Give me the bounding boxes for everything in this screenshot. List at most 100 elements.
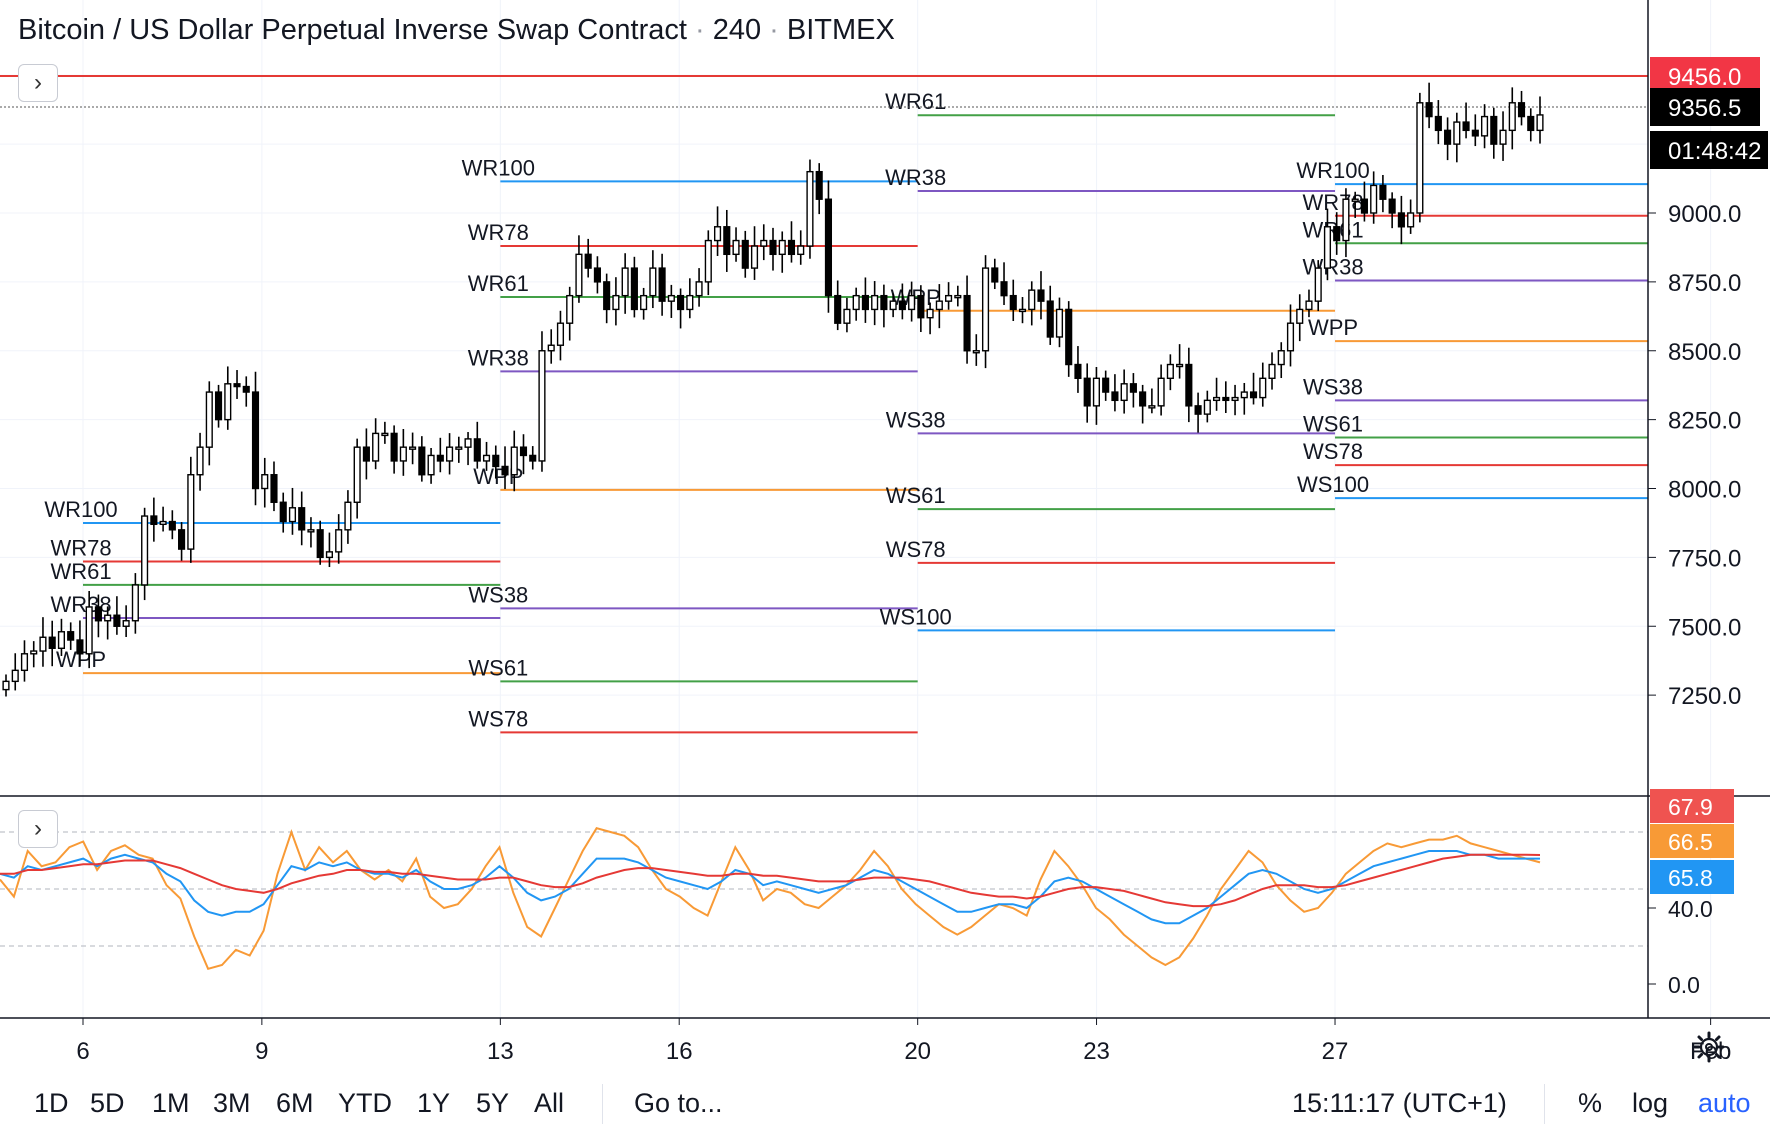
- pivot-label-wpp: WPP: [891, 285, 941, 310]
- oscillator-pane: [0, 827, 1648, 970]
- price-tick-label: 7500.0: [1668, 614, 1741, 641]
- candle-body: [612, 294, 620, 311]
- candle-body: [436, 454, 444, 462]
- pivot-label-wr78: WR78: [50, 536, 111, 561]
- time-tick-label: 9: [255, 1038, 268, 1065]
- candle-body: [1046, 300, 1054, 338]
- candle-body: [843, 308, 851, 324]
- candle-body: [214, 391, 223, 421]
- candle-body: [806, 170, 814, 247]
- candle-body: [1508, 102, 1516, 132]
- oscillator-badge: 65.8: [1668, 865, 1713, 891]
- candle-body: [501, 465, 509, 476]
- candle-body: [11, 669, 19, 683]
- chart-canvas[interactable]: WR100WR78WR61WR38WPPWR100WR78WR61WR38WPP…: [0, 0, 1770, 1072]
- range-5y-button[interactable]: 5Y: [476, 1088, 510, 1118]
- candle-body: [307, 529, 315, 533]
- expand-legend-button[interactable]: ›: [18, 64, 58, 102]
- oscillator-badge-bg: [1650, 789, 1734, 823]
- range-1y-button[interactable]: 1Y: [417, 1088, 451, 1118]
- candle-body: [159, 520, 167, 526]
- candle-body: [1305, 300, 1313, 311]
- pivot-label-wr38: WR38: [50, 592, 111, 617]
- candle-body: [519, 446, 528, 457]
- candle-body: [723, 226, 731, 256]
- time-tick-label: 13: [487, 1038, 514, 1065]
- range-1m-button[interactable]: 1M: [152, 1088, 190, 1118]
- candle-body: [1259, 377, 1267, 399]
- candle-body: [1018, 308, 1027, 313]
- candle-body: [242, 385, 250, 393]
- candle-body: [76, 639, 84, 655]
- range-all-button[interactable]: All: [534, 1088, 565, 1118]
- candle-body: [529, 454, 537, 462]
- candle-body: [1055, 308, 1064, 338]
- candle-body: [464, 438, 472, 448]
- candle-body: [658, 267, 666, 302]
- range-3m-button[interactable]: 3M: [213, 1088, 251, 1118]
- candle-body: [630, 267, 638, 311]
- candle-body: [1453, 121, 1461, 145]
- candle-body: [178, 529, 186, 550]
- candle-body: [584, 253, 592, 269]
- candle-body: [1083, 377, 1091, 407]
- candle-body: [482, 454, 491, 462]
- candle-body: [898, 300, 906, 311]
- candle-body: [1379, 184, 1387, 200]
- range-5d-button[interactable]: 5D: [90, 1088, 125, 1118]
- time-tick-label: 20: [904, 1038, 931, 1065]
- candle-body: [935, 300, 943, 311]
- candle-body: [381, 432, 389, 437]
- price-tick-label: 8250.0: [1668, 408, 1741, 435]
- candle-body: [945, 294, 953, 302]
- candle-body: [677, 294, 685, 311]
- current-price-badge: 9356.5: [1668, 95, 1741, 122]
- candle-body: [1213, 396, 1221, 402]
- candle-body: [2, 680, 10, 691]
- pivot-levels: WR100WR78WR61WR38WPPWR100WR78WR61WR38WPP…: [0, 75, 1648, 734]
- candle-body: [686, 294, 694, 311]
- go-to-button[interactable]: Go to...: [634, 1088, 723, 1118]
- candle-body: [122, 620, 130, 627]
- candle-body: [824, 198, 833, 297]
- candle-body: [1185, 363, 1193, 407]
- candle-body: [1203, 399, 1211, 415]
- clock-timezone[interactable]: 15:11:17 (UTC+1): [1292, 1088, 1507, 1118]
- candle-body: [372, 432, 380, 462]
- candle-body: [972, 350, 980, 354]
- pivot-label-wr38: WR38: [468, 345, 529, 370]
- log-scale-toggle[interactable]: log: [1632, 1088, 1669, 1118]
- candle-body: [224, 383, 232, 421]
- candle-body: [649, 267, 657, 297]
- candle-body: [1397, 212, 1405, 228]
- candle-body: [233, 383, 241, 388]
- pivot-label-ws78: WS78: [468, 706, 528, 731]
- candle-body: [917, 294, 925, 319]
- expand-oscillator-legend-button[interactable]: ›: [18, 810, 58, 848]
- pivot-label-ws78: WS78: [1303, 439, 1363, 464]
- candle-body: [67, 631, 75, 641]
- range-6m-button[interactable]: 6M: [276, 1088, 314, 1118]
- candle-body: [1268, 363, 1276, 379]
- candle-body: [1351, 198, 1359, 202]
- candle-body: [1407, 212, 1415, 228]
- candle-body: [908, 294, 916, 311]
- axes: 9000.0 8750.0 8500.0 8250.0 8000.0 7750.0 7500…: [0, 0, 1770, 1065]
- range-1d-button[interactable]: 1D: [34, 1088, 69, 1118]
- candle-body: [750, 245, 759, 269]
- candle-body: [1425, 102, 1433, 118]
- percent-scale-toggle[interactable]: %: [1578, 1088, 1603, 1118]
- chevron-right-icon: ›: [34, 815, 42, 842]
- candle-body: [427, 454, 435, 476]
- candle-body: [713, 226, 722, 242]
- oscillator-mid-line: [0, 850, 1540, 925]
- pivot-label-ws61: WS61: [1303, 412, 1363, 437]
- candle-body: [57, 631, 66, 649]
- settings-gear-icon[interactable]: [1692, 1030, 1726, 1064]
- auto-scale-toggle[interactable]: auto: [1698, 1088, 1751, 1118]
- range-ytd-button[interactable]: YTD: [338, 1088, 392, 1118]
- candle-body: [1009, 294, 1017, 311]
- candle-body: [963, 294, 971, 352]
- candle-body: [1222, 396, 1230, 402]
- exchange: BITMEX: [786, 14, 895, 46]
